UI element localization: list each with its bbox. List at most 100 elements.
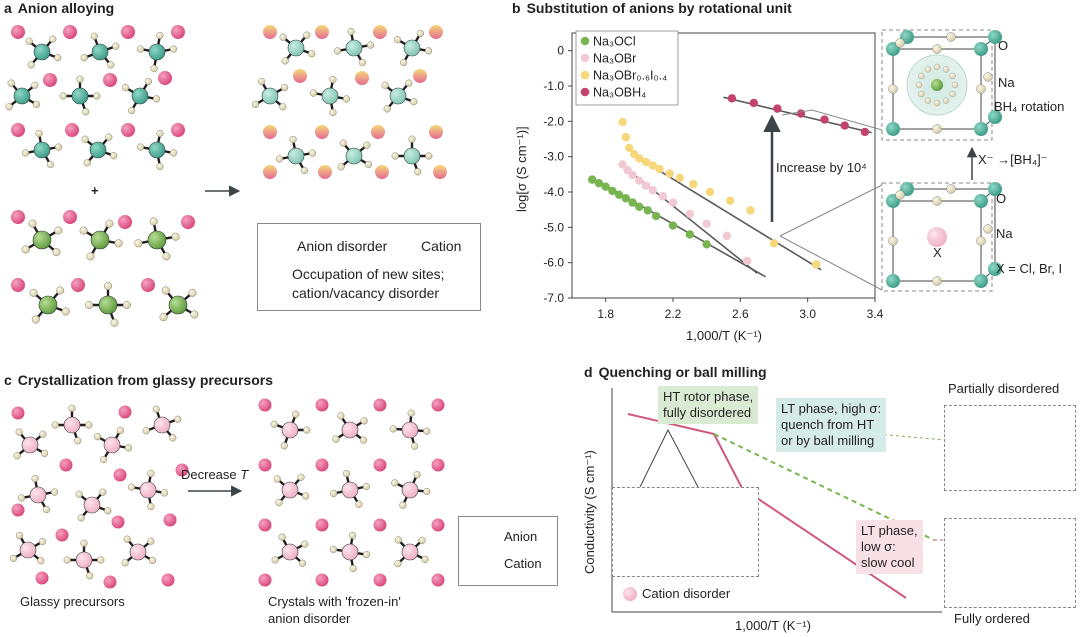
panel-c-title: c Crystallization from glassy precursors	[4, 372, 273, 388]
crystals-label-1: Crystals with 'frozen-in'	[268, 594, 401, 609]
mixed-anion	[391, 135, 433, 176]
data-point	[628, 170, 637, 180]
cation	[181, 215, 195, 229]
decrease-t-symbol: T	[240, 467, 249, 482]
data-point	[769, 239, 779, 248]
anion-center	[401, 481, 419, 499]
bead	[50, 488, 59, 496]
decrease-text: Decrease	[181, 467, 241, 482]
anion-center	[89, 141, 107, 159]
bead	[25, 37, 33, 45]
occupation-site	[263, 165, 277, 179]
bh4-bead	[933, 99, 941, 107]
bh4-bead	[949, 72, 956, 80]
bead	[9, 554, 18, 563]
bead	[271, 556, 279, 564]
legend-marker	[580, 70, 590, 80]
cation	[431, 458, 445, 472]
bead	[156, 31, 164, 40]
data-point	[641, 157, 651, 167]
bead	[416, 29, 425, 38]
bead	[410, 98, 418, 106]
legend-marker	[580, 53, 590, 63]
bh4-center	[931, 79, 943, 91]
bead	[110, 152, 118, 160]
y-tick-label: -6.0	[543, 256, 564, 270]
crystal-anion	[389, 409, 431, 450]
oxygen	[974, 274, 988, 288]
bead	[298, 559, 307, 567]
sodium	[895, 190, 905, 200]
bead	[144, 77, 153, 86]
anion-center	[281, 543, 299, 561]
bead	[391, 152, 399, 160]
data-point	[726, 196, 735, 206]
bead	[156, 162, 164, 171]
anion-center	[287, 39, 305, 57]
panel-title-text: Quenching or ball milling	[598, 364, 767, 380]
anion-center	[19, 541, 37, 559]
oxygen	[988, 262, 1002, 276]
data-point	[618, 117, 627, 127]
cation	[103, 575, 117, 589]
top-o-label: O	[998, 38, 1009, 53]
anion-center	[341, 421, 359, 439]
bead	[301, 540, 309, 548]
bh4-bead	[951, 81, 959, 89]
cation	[11, 123, 25, 137]
bead	[408, 135, 416, 143]
occupation-site	[429, 125, 443, 139]
bead	[300, 166, 309, 175]
cation	[258, 518, 272, 532]
fully-ordered-label: Fully ordered	[954, 611, 1030, 626]
bead	[86, 252, 95, 261]
legend-label: Na₃OCl	[593, 35, 636, 49]
quench-line	[713, 433, 935, 541]
x-tick-label: 3.4	[867, 307, 884, 321]
oxygen	[974, 122, 988, 136]
anion-center	[32, 230, 52, 250]
cation	[118, 405, 132, 419]
data-point	[588, 175, 597, 184]
cation	[258, 398, 272, 412]
bead	[99, 455, 108, 464]
partial-pointer	[877, 433, 945, 441]
bead	[86, 572, 94, 580]
bead	[127, 106, 136, 115]
occupation-site	[429, 25, 443, 39]
bead	[342, 469, 351, 478]
bottom-o-label: O	[996, 191, 1007, 206]
cation	[11, 278, 25, 292]
bead	[275, 155, 284, 163]
cation	[35, 571, 49, 585]
bead	[257, 77, 266, 86]
data-point	[675, 173, 684, 183]
bead	[93, 92, 101, 100]
bead	[418, 536, 426, 544]
bead	[105, 219, 114, 228]
occupation-site	[375, 165, 389, 179]
anion-center	[403, 39, 421, 57]
crystals-label-2: anion disorder	[268, 611, 351, 626]
panel-letter: a	[4, 0, 12, 16]
anion-center	[98, 295, 118, 315]
cation	[63, 25, 77, 39]
bh4-rotation-label: BH₄ rotation	[994, 99, 1065, 114]
bead	[99, 488, 107, 496]
cation	[258, 458, 272, 472]
bead	[83, 159, 91, 167]
connector-top	[781, 109, 883, 131]
bead	[302, 492, 310, 500]
bead	[337, 412, 345, 420]
oxygen	[974, 194, 988, 208]
crystal-anion	[271, 533, 309, 567]
bead	[190, 310, 199, 319]
bead	[46, 160, 55, 169]
anion-center	[75, 551, 93, 569]
teal-anion	[121, 77, 161, 115]
cation	[258, 573, 272, 587]
bead	[329, 75, 337, 84]
ht-phase-tag: HT rotor phase, fully disordered	[658, 386, 759, 424]
legend-occupation-2: cation/vacancy disorder	[292, 285, 440, 301]
decrease-t-label: Decrease T	[181, 467, 248, 482]
